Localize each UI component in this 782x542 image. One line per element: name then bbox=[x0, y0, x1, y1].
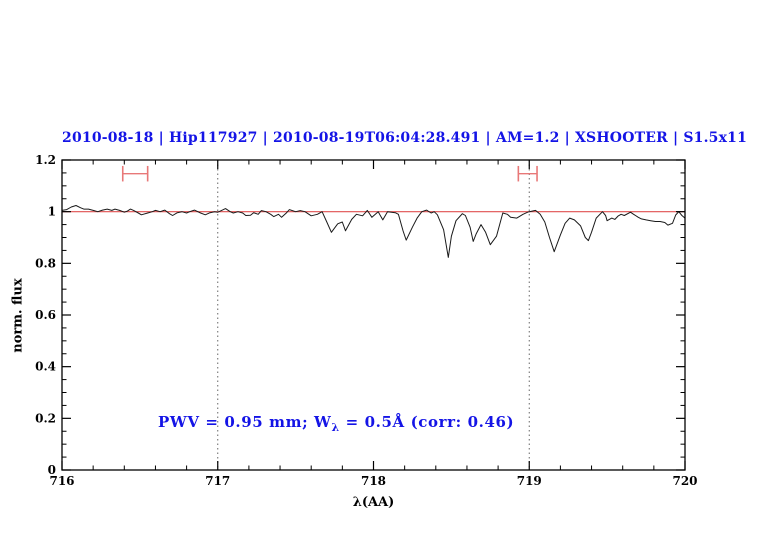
y-tick-label: 1 bbox=[48, 205, 56, 219]
y-axis-label: norm. flux bbox=[10, 278, 26, 353]
y-tick-label: 0.4 bbox=[35, 360, 56, 374]
x-tick-label: 720 bbox=[672, 474, 697, 488]
x-tick-label: 716 bbox=[49, 474, 74, 488]
spectrum-line bbox=[61, 205, 686, 258]
pwv-annotation-text: PWV = 0.95 mm; W bbox=[158, 413, 332, 431]
plot-title: 2010-08-18 | Hip117927 | 2010-08-19T06:0… bbox=[62, 130, 748, 146]
y-tick-label: 0.2 bbox=[35, 411, 56, 425]
x-tick-label: 717 bbox=[205, 474, 230, 488]
y-tick-label: 0.6 bbox=[35, 308, 56, 322]
lambda-subscript: λ bbox=[331, 421, 340, 434]
y-tick-label: 0.8 bbox=[35, 256, 56, 270]
x-tick-label: 719 bbox=[517, 474, 542, 488]
pwv-annotation: PWV = 0.95 mm; Wλ = 0.5Å (corr: 0.46) bbox=[158, 413, 514, 434]
y-tick-label: 1.2 bbox=[35, 153, 56, 167]
pwv-annotation-text-2: = 0.5Å (corr: 0.46) bbox=[339, 413, 515, 431]
x-tick-label: 718 bbox=[361, 474, 386, 488]
y-tick-label: 0 bbox=[48, 463, 56, 477]
x-axis-label: λ(AA) bbox=[352, 495, 395, 510]
